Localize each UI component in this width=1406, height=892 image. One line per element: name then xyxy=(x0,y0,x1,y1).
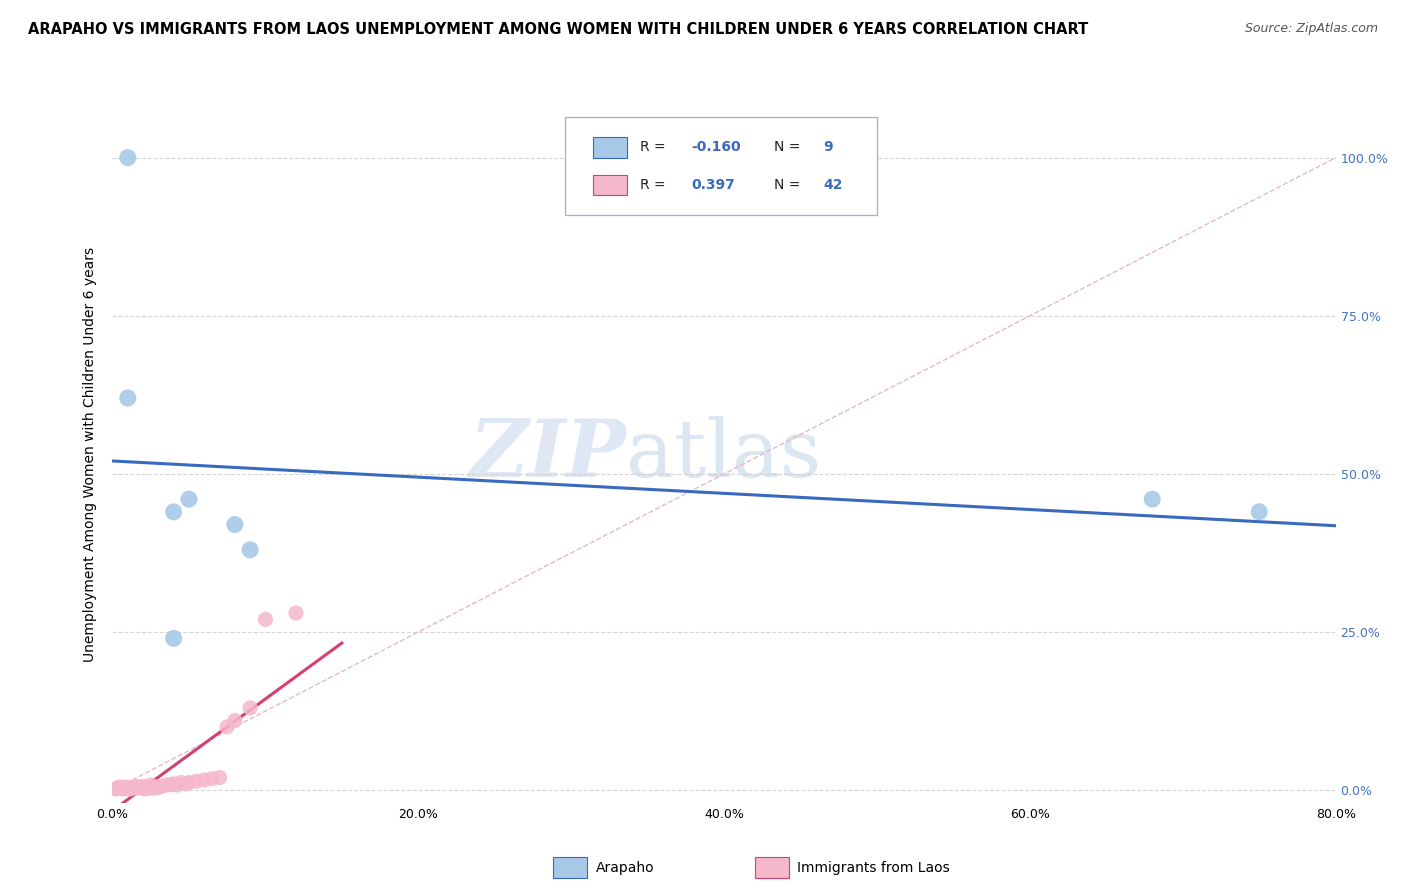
Text: ZIP: ZIP xyxy=(470,417,626,493)
Point xyxy=(117,781,139,796)
Point xyxy=(125,781,148,796)
Point xyxy=(120,781,142,796)
Point xyxy=(239,542,262,557)
Point xyxy=(121,780,143,795)
Point xyxy=(224,714,246,728)
FancyBboxPatch shape xyxy=(593,175,627,195)
Point xyxy=(132,780,155,794)
Point xyxy=(134,781,156,796)
Point xyxy=(148,780,170,795)
Text: R =: R = xyxy=(640,140,669,154)
Point xyxy=(174,777,197,791)
Point xyxy=(111,781,134,796)
Point xyxy=(1142,492,1164,507)
Point xyxy=(143,780,166,794)
Text: 42: 42 xyxy=(823,178,842,192)
Text: Source: ZipAtlas.com: Source: ZipAtlas.com xyxy=(1244,22,1378,36)
Text: Arapaho: Arapaho xyxy=(596,861,654,874)
Text: Immigrants from Laos: Immigrants from Laos xyxy=(797,861,950,874)
Point xyxy=(163,777,186,791)
Point xyxy=(159,777,181,791)
Text: N =: N = xyxy=(775,178,806,192)
Text: 0.397: 0.397 xyxy=(692,178,735,192)
Point xyxy=(135,781,157,796)
Point xyxy=(150,780,173,794)
Point xyxy=(107,780,129,795)
Point xyxy=(117,151,139,165)
Point xyxy=(114,780,136,795)
Text: ARAPAHO VS IMMIGRANTS FROM LAOS UNEMPLOYMENT AMONG WOMEN WITH CHILDREN UNDER 6 Y: ARAPAHO VS IMMIGRANTS FROM LAOS UNEMPLOY… xyxy=(28,22,1088,37)
Point xyxy=(138,780,160,795)
Point xyxy=(201,772,224,786)
Point xyxy=(122,780,145,794)
Point xyxy=(224,517,246,532)
Text: -0.160: -0.160 xyxy=(692,140,741,154)
Point xyxy=(118,781,141,796)
Point xyxy=(155,778,177,792)
Text: 9: 9 xyxy=(823,140,832,154)
Y-axis label: Unemployment Among Women with Children Under 6 years: Unemployment Among Women with Children U… xyxy=(83,247,97,663)
Point xyxy=(177,775,200,789)
Point xyxy=(127,780,149,795)
Point xyxy=(177,492,200,507)
Point xyxy=(284,606,308,620)
Point xyxy=(124,780,146,794)
Point xyxy=(129,780,152,794)
Point xyxy=(141,781,163,796)
FancyBboxPatch shape xyxy=(593,137,627,158)
Point xyxy=(208,771,231,785)
Point xyxy=(163,632,186,646)
Point xyxy=(166,778,188,792)
Point xyxy=(112,781,135,796)
Text: N =: N = xyxy=(775,140,806,154)
Point xyxy=(105,781,128,796)
FancyBboxPatch shape xyxy=(565,118,877,215)
Point xyxy=(108,780,131,794)
FancyBboxPatch shape xyxy=(553,857,588,878)
Point xyxy=(1249,505,1271,519)
Text: R =: R = xyxy=(640,178,669,192)
Point xyxy=(115,780,138,794)
Point xyxy=(186,774,208,789)
Point xyxy=(254,612,277,626)
Point xyxy=(239,701,262,715)
Point xyxy=(117,391,139,405)
Point xyxy=(163,505,186,519)
Point xyxy=(104,781,127,796)
Point xyxy=(139,778,162,792)
Text: atlas: atlas xyxy=(626,416,821,494)
Point xyxy=(170,775,193,789)
Point xyxy=(193,772,215,787)
FancyBboxPatch shape xyxy=(755,857,789,878)
Point xyxy=(217,720,239,734)
